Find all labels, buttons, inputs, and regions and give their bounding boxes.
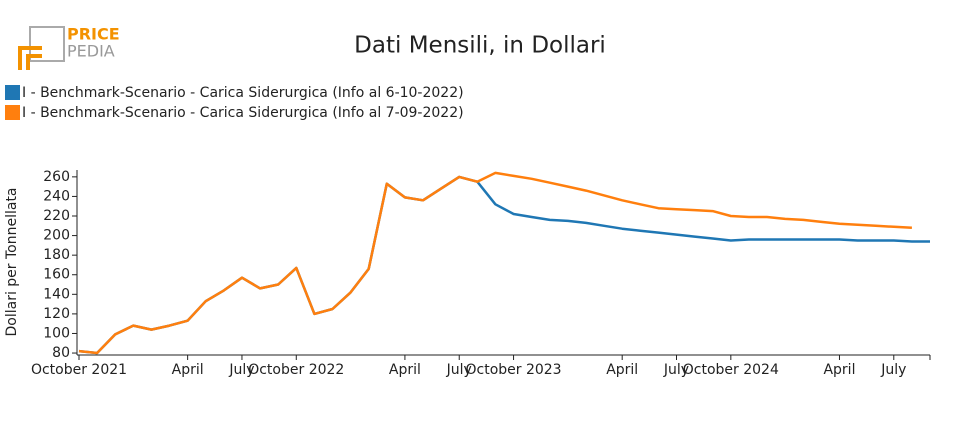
y-tick-label: 180 bbox=[43, 247, 70, 263]
x-tick-label: October 2024 bbox=[683, 362, 779, 378]
y-tick-label: 240 bbox=[43, 188, 70, 204]
y-tick-label: 220 bbox=[43, 208, 70, 224]
y-tick-label: 260 bbox=[43, 169, 70, 185]
y-tick-label: 120 bbox=[43, 306, 70, 322]
legend-swatch bbox=[5, 105, 20, 120]
logo-bottom: PEDIA bbox=[67, 42, 115, 61]
y-tick-label: 200 bbox=[43, 228, 70, 244]
logo-icon bbox=[18, 46, 42, 70]
x-tick-label: April bbox=[172, 362, 204, 378]
chart-title: Dati Mensili, in Dollari bbox=[354, 33, 606, 59]
x-tick-label: April bbox=[823, 362, 855, 378]
legend-swatch bbox=[5, 85, 20, 100]
x-tick-label: April bbox=[389, 362, 421, 378]
x-tick-label: July bbox=[880, 362, 906, 378]
y-axis-label: Dollari per Tonnellata bbox=[4, 187, 20, 336]
x-tick-label: October 2021 bbox=[31, 362, 127, 378]
legend-label: I - Benchmark-Scenario - Carica Siderurg… bbox=[22, 85, 464, 101]
x-tick-label: October 2022 bbox=[248, 362, 344, 378]
series-line bbox=[78, 171, 912, 355]
legend-label: I - Benchmark-Scenario - Carica Siderurg… bbox=[22, 105, 464, 121]
logo-frame bbox=[29, 26, 65, 62]
x-tick-label: October 2023 bbox=[465, 362, 561, 378]
series-line bbox=[78, 175, 930, 355]
y-tick-label: 140 bbox=[43, 286, 70, 302]
x-tick-label: April bbox=[606, 362, 638, 378]
y-tick-label: 80 bbox=[52, 345, 70, 361]
y-tick-label: 100 bbox=[43, 325, 70, 341]
x-tick-label: July bbox=[228, 362, 254, 378]
x-tick-label: July bbox=[446, 362, 472, 378]
x-tick-label: July bbox=[663, 362, 689, 378]
logo-top: PRICE bbox=[67, 25, 120, 44]
y-tick-label: 160 bbox=[43, 267, 70, 283]
logo: PRICE PEDIA bbox=[18, 25, 120, 70]
